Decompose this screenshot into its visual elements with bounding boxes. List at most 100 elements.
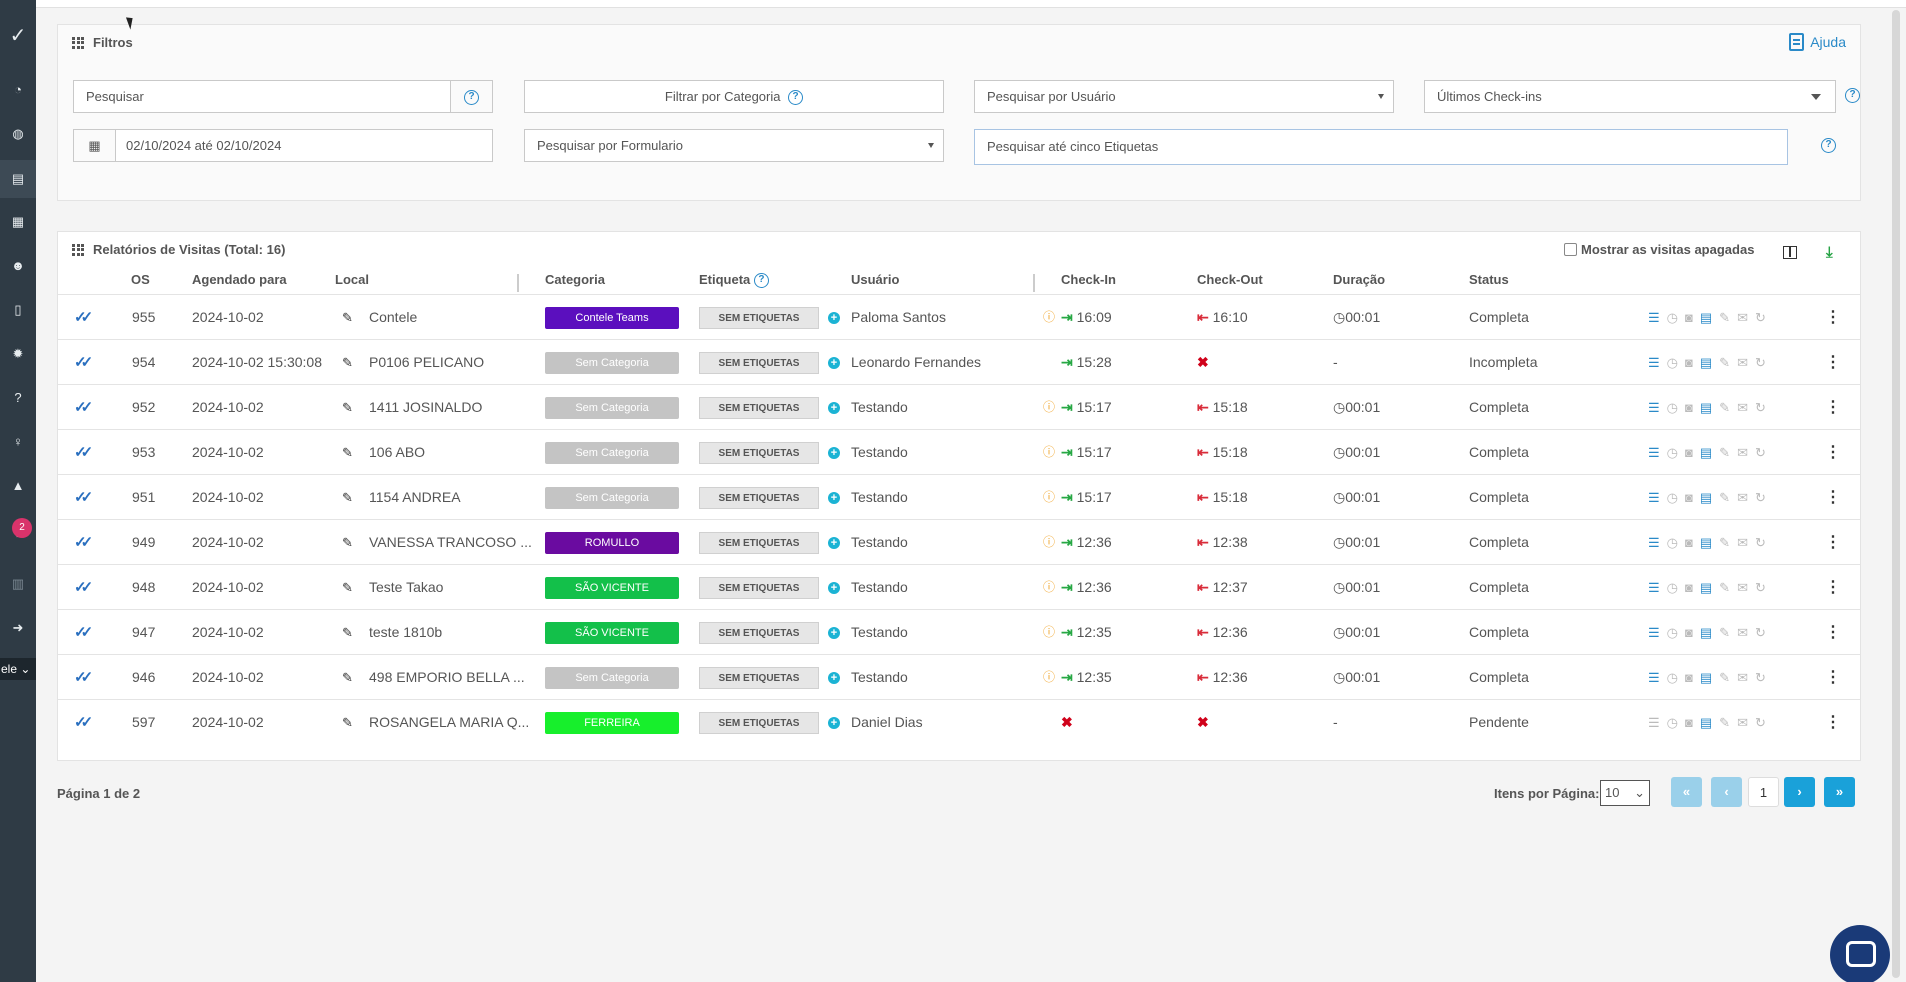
- file-icon[interactable]: ▤: [1699, 535, 1720, 550]
- tags-search-input[interactable]: Pesquisar até cinco Etiquetas: [974, 129, 1788, 165]
- edit-pencil-icon[interactable]: ✎: [342, 715, 353, 730]
- form-search-select[interactable]: Pesquisar por Formulario: [524, 129, 944, 162]
- add-user-icon[interactable]: +: [828, 475, 840, 520]
- table-row[interactable]: ✓✓ 597 2024-10-02 ✎ ROSANGELA MARIA Q... FERR…: [58, 699, 1860, 744]
- question-icon[interactable]: ?: [753, 273, 769, 289]
- email-icon[interactable]: ✉: [1737, 400, 1755, 415]
- warning-icon[interactable]: ⓘ: [1043, 490, 1056, 504]
- history-icon[interactable]: ◷: [1666, 535, 1685, 550]
- add-user-icon[interactable]: +: [828, 700, 840, 745]
- col-tag[interactable]: Etiqueta ?: [699, 272, 769, 289]
- table-row[interactable]: ✓✓ 951 2024-10-02 ✎ 1154 ANDREA Sem Categoria…: [58, 474, 1860, 519]
- os-number[interactable]: 948: [132, 579, 156, 595]
- tags-help-icon[interactable]: ?: [1821, 138, 1836, 153]
- camera-icon[interactable]: ◙: [1685, 580, 1700, 595]
- os-number[interactable]: 946: [132, 669, 156, 685]
- history-icon[interactable]: ◷: [1666, 445, 1685, 460]
- help-icon[interactable]: ?: [14, 390, 22, 405]
- history-icon[interactable]: ◷: [1666, 580, 1685, 595]
- email-icon[interactable]: ✉: [1737, 535, 1755, 550]
- camera-icon[interactable]: ◙: [1685, 310, 1700, 325]
- camera-icon[interactable]: ◙: [1685, 490, 1700, 505]
- list-icon[interactable]: ☰: [1648, 355, 1667, 370]
- add-user-icon[interactable]: +: [828, 520, 840, 565]
- refresh-icon[interactable]: ↻: [1754, 490, 1773, 505]
- warning-icon[interactable]: ⓘ: [1043, 310, 1056, 324]
- refresh-icon[interactable]: ↻: [1754, 535, 1773, 550]
- list-icon[interactable]: ☰: [1648, 310, 1667, 325]
- list-icon[interactable]: ☰: [1648, 445, 1667, 460]
- checkins-help-icon[interactable]: ?: [1845, 88, 1860, 103]
- more-options-icon[interactable]: ⋮: [1825, 714, 1841, 731]
- warning-icon[interactable]: ⓘ: [1043, 535, 1056, 549]
- email-icon[interactable]: ✉: [1737, 355, 1755, 370]
- more-options-icon[interactable]: ⋮: [1825, 579, 1841, 596]
- table-row[interactable]: ✓✓ 954 2024-10-02 15:30:08 ✎ P0106 PELICANO S…: [58, 339, 1860, 384]
- edit-pencil-icon[interactable]: ✎: [342, 310, 353, 325]
- edit-pencil-icon[interactable]: ✎: [342, 445, 353, 460]
- checkins-select[interactable]: Últimos Check-ins: [1424, 80, 1836, 113]
- camera-icon[interactable]: ◙: [1685, 445, 1700, 460]
- more-options-icon[interactable]: ⋮: [1825, 354, 1841, 371]
- list-icon[interactable]: ☰: [1648, 625, 1667, 640]
- warning-icon[interactable]: ⓘ: [1043, 625, 1056, 639]
- columns-icon[interactable]: [1783, 246, 1797, 259]
- search-help-button[interactable]: ?: [450, 81, 492, 112]
- document-icon[interactable]: ▯: [14, 302, 22, 317]
- os-number[interactable]: 597: [132, 714, 156, 730]
- edit-pencil-icon[interactable]: ✎: [342, 670, 353, 685]
- more-options-icon[interactable]: ⋮: [1825, 489, 1841, 506]
- refresh-icon[interactable]: ↻: [1754, 445, 1773, 460]
- email-icon[interactable]: ✉: [1737, 310, 1755, 325]
- more-options-icon[interactable]: ⋮: [1825, 534, 1841, 551]
- camera-icon[interactable]: ◙: [1685, 670, 1700, 685]
- edit-icon[interactable]: ✎: [1719, 490, 1738, 505]
- os-number[interactable]: 952: [132, 399, 156, 415]
- help-link[interactable]: Ajuda: [1789, 33, 1846, 51]
- table-row[interactable]: ✓✓ 953 2024-10-02 ✎ 106 ABO Sem Categoria SEM …: [58, 429, 1860, 474]
- more-options-icon[interactable]: ⋮: [1825, 444, 1841, 461]
- list-icon[interactable]: ☰: [1648, 715, 1667, 730]
- first-page-button[interactable]: «: [1671, 777, 1702, 807]
- history-icon[interactable]: ◷: [1666, 715, 1685, 730]
- history-icon[interactable]: ◷: [1666, 400, 1685, 415]
- email-icon[interactable]: ✉: [1737, 490, 1755, 505]
- table-icon[interactable]: ▦: [11, 214, 25, 229]
- col-user[interactable]: Usuário: [851, 272, 900, 287]
- refresh-icon[interactable]: ↻: [1754, 355, 1773, 370]
- reports-icon[interactable]: ▤: [0, 160, 36, 198]
- refresh-icon[interactable]: ↻: [1754, 715, 1773, 730]
- globe-icon[interactable]: ◍: [12, 126, 24, 141]
- column-resize-handle[interactable]: [1033, 274, 1035, 292]
- edit-pencil-icon[interactable]: ✎: [342, 535, 353, 550]
- refresh-icon[interactable]: ↻: [1754, 625, 1773, 640]
- user-search-select[interactable]: Pesquisar por Usuário: [974, 80, 1394, 113]
- add-user-icon[interactable]: +: [828, 340, 840, 385]
- edit-icon[interactable]: ✎: [1719, 355, 1738, 370]
- edit-icon[interactable]: ✎: [1719, 445, 1738, 460]
- email-icon[interactable]: ✉: [1737, 715, 1755, 730]
- add-user-icon[interactable]: +: [828, 565, 840, 610]
- warning-icon[interactable]: ⓘ: [1043, 670, 1056, 684]
- col-checkin[interactable]: Check-In: [1061, 272, 1116, 287]
- camera-icon[interactable]: ◙: [1685, 625, 1700, 640]
- file-icon[interactable]: ▤: [1699, 670, 1720, 685]
- email-icon[interactable]: ✉: [1737, 625, 1755, 640]
- os-number[interactable]: 949: [132, 534, 156, 550]
- date-range-input[interactable]: ▦ 02/10/2024 até 02/10/2024: [73, 129, 493, 162]
- refresh-icon[interactable]: ↻: [1754, 400, 1773, 415]
- email-icon[interactable]: ✉: [1737, 445, 1755, 460]
- more-options-icon[interactable]: ⋮: [1825, 309, 1841, 326]
- dashboard-icon[interactable]: ◔: [14, 82, 22, 97]
- list-icon[interactable]: ☰: [1648, 400, 1667, 415]
- table-row[interactable]: ✓✓ 948 2024-10-02 ✎ Teste Takao SÃO VICENTE SE…: [58, 564, 1860, 609]
- col-status[interactable]: Status: [1469, 272, 1509, 287]
- table-row[interactable]: ✓✓ 946 2024-10-02 ✎ 498 EMPORIO BELLA ... Sem…: [58, 654, 1860, 699]
- file-icon[interactable]: ▤: [1699, 355, 1720, 370]
- os-number[interactable]: 953: [132, 444, 156, 460]
- trash-icon[interactable]: ▥: [11, 576, 25, 591]
- table-row[interactable]: ✓✓ 952 2024-10-02 ✎ 1411 JOSINALDO Sem Catego…: [58, 384, 1860, 429]
- local-name[interactable]: teste 1810b: [369, 624, 443, 640]
- more-options-icon[interactable]: ⋮: [1825, 399, 1841, 416]
- local-name[interactable]: ROSANGELA MARIA Q...: [369, 714, 530, 730]
